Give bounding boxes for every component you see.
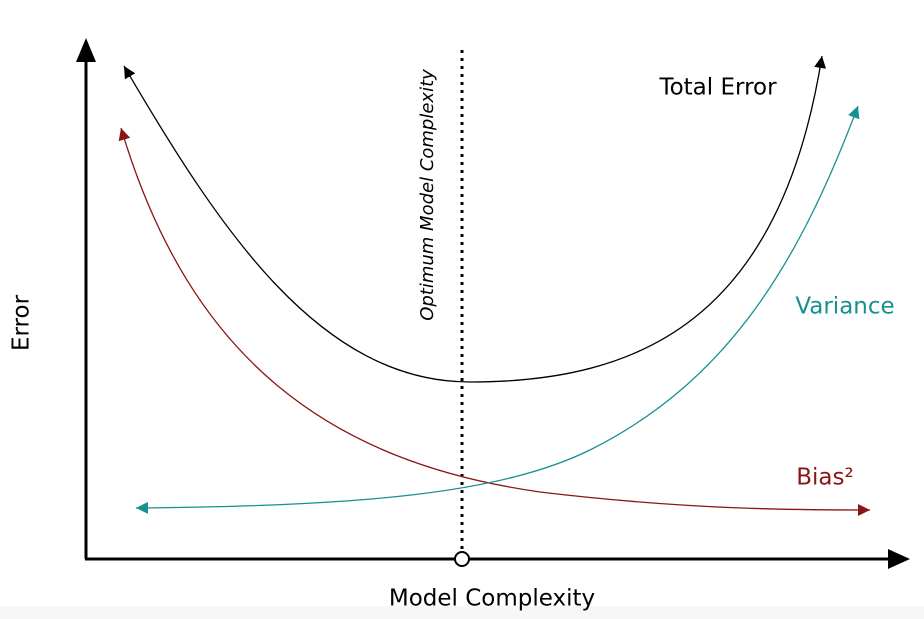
x-axis-arrow	[888, 549, 910, 569]
y-axis-arrow	[76, 38, 96, 62]
bias-curve	[118, 127, 871, 516]
bottom-strip	[0, 606, 924, 619]
x-axis-label: Model Complexity	[389, 586, 595, 612]
optimum-label: Optimum Model Complexity	[417, 69, 438, 321]
variance-curve	[135, 105, 860, 514]
total-error-curve	[123, 55, 827, 383]
variance-label: Variance	[795, 294, 894, 320]
bias-label: Bias²	[796, 465, 853, 491]
y-axis-label: Error	[9, 294, 35, 351]
optimum-marker	[454, 551, 470, 567]
total-error-label: Total Error	[658, 75, 777, 101]
